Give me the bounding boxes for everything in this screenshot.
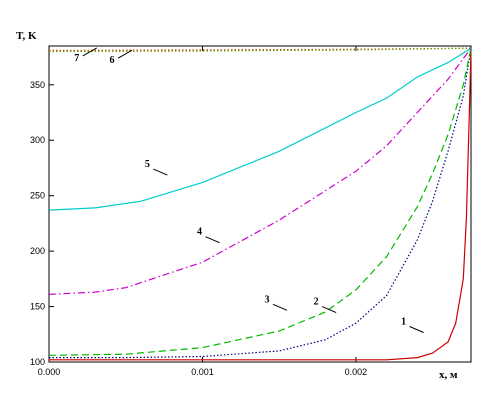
- curves: [48, 47, 472, 361]
- curve-labels: 1 2 3 4 5 6 7: [74, 47, 424, 333]
- curve-3: [48, 48, 472, 356]
- curve-label-leader: [409, 326, 424, 333]
- curve-label-6: 6: [110, 55, 115, 66]
- y-tick-label: 250: [30, 191, 45, 201]
- curve-label-leader: [82, 47, 98, 57]
- curve-label-7: 7: [74, 53, 79, 64]
- axis-ticks: 100 150 200 250 300 350 0.000 0.001 0.002: [30, 46, 367, 377]
- y-tick-label: 200: [30, 246, 45, 256]
- x-tick-label: 0.001: [191, 367, 214, 377]
- curve-7: [48, 47, 472, 53]
- curve-label-leader: [205, 236, 220, 244]
- curve-label-3: 3: [265, 294, 270, 305]
- curve-2: [49, 48, 472, 359]
- curve-label-leader: [153, 168, 168, 176]
- y-tick-label: 100: [30, 357, 45, 367]
- curve-label-leader: [321, 306, 337, 314]
- y-axis-label: T, K: [16, 30, 37, 42]
- y-tick-label: 300: [30, 135, 45, 145]
- curve-label-5: 5: [145, 159, 150, 170]
- x-tick-label: 0.000: [38, 367, 61, 377]
- x-axis-label: x, м: [439, 369, 458, 381]
- curve-1: [49, 48, 472, 361]
- curve-label-1: 1: [401, 317, 406, 328]
- y-tick-label: 350: [30, 80, 45, 90]
- curve-label-leader: [272, 303, 288, 311]
- curve-label-2: 2: [314, 297, 319, 308]
- x-tick-label: 0.002: [345, 367, 368, 377]
- plot-area: [48, 45, 472, 363]
- curve-label-4: 4: [197, 227, 202, 238]
- curve-4: [48, 47, 472, 295]
- curve-label-leader: [117, 49, 133, 59]
- curve-5: [48, 47, 472, 211]
- y-tick-label: 150: [30, 302, 45, 312]
